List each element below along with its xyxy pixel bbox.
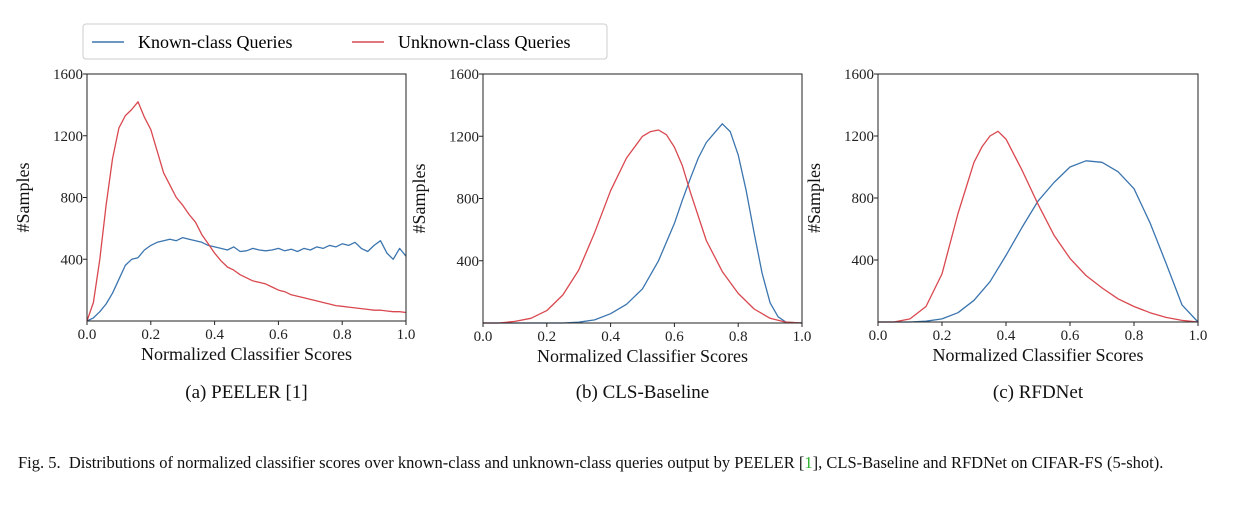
y-tick-label: 800	[457, 192, 480, 208]
x-tick-label: 1.0	[793, 329, 812, 345]
caption-text-after: ], CLS-Baseline and RFDNet on CIFAR-FS (…	[812, 453, 1164, 472]
x-tick-label: 0.4	[205, 327, 224, 343]
chart-panels: 0.0 0.2 0.4 0.6 0.8 1.0 400 800 1200 1600 Normaliz…	[13, 67, 1207, 403]
x-tick-label: 0.8	[1125, 328, 1144, 344]
y-axis-label: #Samples	[13, 163, 33, 233]
x-tick-label: 0.6	[1061, 328, 1080, 344]
legend-label-known: Known-class Queries	[138, 32, 292, 52]
legend-label-unknown: Unknown-class Queries	[398, 32, 570, 52]
chart-panel-3: 0.0 0.2 0.4 0.6 0.8 1.0 400 800 1200 1600 Normaliz…	[804, 67, 1207, 403]
chart-panel-1: 0.0 0.2 0.4 0.6 0.8 1.0 400 800 1200 1600 Normaliz…	[13, 67, 415, 403]
figure-caption: Fig. 5. Distributions of normalized clas…	[18, 452, 1218, 473]
x-tick-label: 0.6	[269, 327, 288, 343]
legend-box	[82, 23, 608, 60]
x-tick-label: 0.6	[665, 329, 684, 345]
series-line-known	[86, 236, 407, 322]
y-tick-label: 1600	[449, 67, 479, 83]
subfigure-caption: (a) PEELER [1]	[185, 382, 307, 403]
figure: Known-class Queries Unknown-class Querie…	[13, 23, 1207, 403]
x-tick-label: 1.0	[397, 327, 416, 343]
subfigure-caption: (b) CLS-Baseline	[576, 382, 710, 403]
y-tick-label: 1600	[844, 67, 874, 83]
caption-label: Fig. 5.	[18, 453, 61, 472]
y-tick-label: 1600	[53, 67, 83, 83]
y-tick-label: 1200	[844, 129, 874, 145]
x-tick-label: 0.8	[729, 329, 748, 345]
x-tick-label: 0.8	[333, 327, 352, 343]
x-tick-label: 0.4	[997, 328, 1016, 344]
x-tick-label: 0.2	[537, 329, 556, 345]
x-tick-label: 0.0	[78, 327, 97, 343]
plot-frame	[877, 73, 1199, 323]
y-tick-label: 1200	[449, 129, 479, 145]
series-line-unknown	[483, 129, 803, 324]
legend: Known-class Queries Unknown-class Querie…	[82, 23, 608, 60]
subfigure-caption: (c) RFDNet	[993, 382, 1084, 403]
y-axis-label: #Samples	[804, 163, 824, 233]
caption-text-before: Distributions of normalized classifier s…	[68, 453, 805, 472]
x-tick-label: 0.2	[933, 328, 952, 344]
y-axis-label: #Samples	[409, 164, 429, 234]
x-axis-label: Normalized Classifier Scores	[537, 346, 748, 366]
y-tick-label: 800	[852, 191, 875, 207]
x-tick-label: 0.0	[869, 328, 888, 344]
series-line-unknown	[86, 101, 407, 322]
x-tick-label: 0.4	[601, 329, 620, 345]
caption-reference-link[interactable]: 1	[804, 453, 813, 472]
x-axis-label: Normalized Classifier Scores	[933, 345, 1144, 365]
y-tick-label: 800	[61, 191, 84, 207]
series-line-known	[878, 160, 1199, 323]
x-tick-label: 0.0	[474, 329, 493, 345]
plot-frame	[86, 73, 407, 322]
series-line-known	[483, 123, 803, 324]
x-tick-label: 1.0	[1189, 328, 1208, 344]
x-tick-label: 0.2	[141, 327, 160, 343]
chart-panel-2: 0.0 0.2 0.4 0.6 0.8 1.0 400 800 1200 1600 Normaliz…	[409, 67, 811, 403]
y-tick-label: 400	[61, 252, 84, 268]
y-tick-label: 1200	[53, 129, 83, 145]
series-line-unknown	[878, 130, 1199, 323]
x-axis-label: Normalized Classifier Scores	[141, 344, 352, 364]
y-tick-label: 400	[457, 254, 480, 270]
y-tick-label: 400	[852, 253, 875, 269]
plot-frame	[482, 73, 803, 324]
